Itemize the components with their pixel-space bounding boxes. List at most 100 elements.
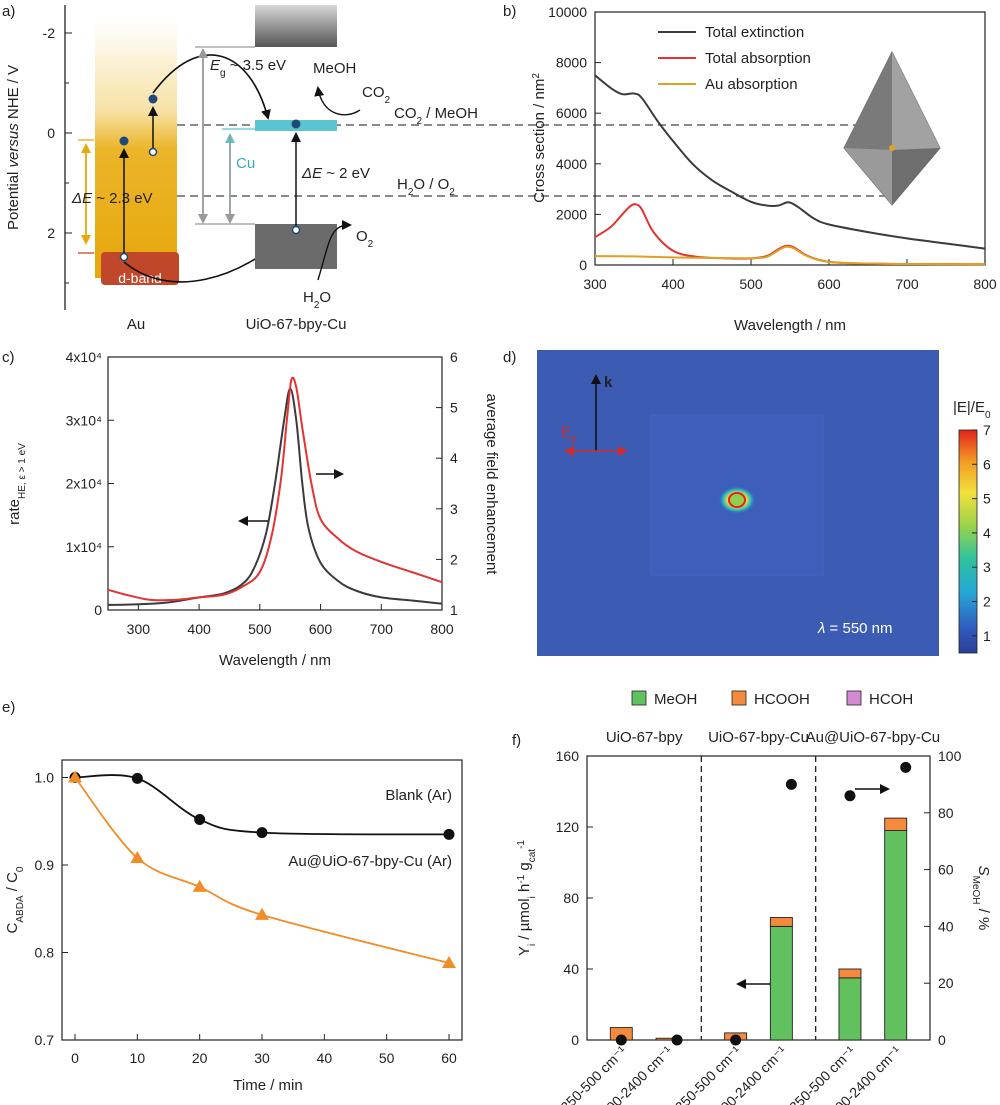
- e0-label: E0: [561, 424, 577, 446]
- panel-f-legend-label: MeOH: [654, 691, 697, 708]
- panel-c-y2tick-label: 3: [450, 501, 458, 517]
- panel-e-ytick-label: 0.8: [35, 945, 55, 961]
- panel-f-y2tick-label: 100: [938, 748, 962, 764]
- co2-to-meoh-arrow: [314, 86, 361, 116]
- o2-label: O2: [356, 228, 374, 250]
- au-octahedron-inset: [843, 50, 941, 206]
- h2o-to-o2-arrow: [317, 220, 352, 281]
- panel-e-ytick-label: 1.0: [35, 770, 55, 786]
- panel-f-bar: [838, 968, 862, 979]
- panel-c-y2tick-label: 6: [450, 349, 458, 365]
- panel-f-y2label: SMeOH / %: [971, 866, 993, 931]
- particle: [728, 492, 746, 508]
- panel-f-legend-swatch: [631, 690, 647, 706]
- au-dband: [101, 252, 179, 285]
- panel-e-point: [443, 828, 455, 840]
- panel-b-series-line: [594, 74, 986, 250]
- mof-cb: [255, 5, 337, 47]
- panel-c-xtick-label: 700: [370, 621, 394, 637]
- panel-label-f: f): [512, 732, 521, 749]
- panel-c-ytick-label: 1x10⁴: [66, 539, 102, 555]
- colorbar-tick-label: 6: [983, 456, 991, 472]
- au-electron: [119, 136, 129, 146]
- panel-b-xlabel: Wavelength / nm: [734, 317, 846, 334]
- panel-e-point: [442, 956, 456, 968]
- mof-hole: [291, 225, 301, 235]
- co2-label: CO2: [362, 84, 391, 106]
- panel-b-chart: 300 400 500 600 700 8000200040006000800010000…: [531, 4, 997, 334]
- panel-f-bar: [884, 817, 908, 832]
- meoh-label: MeOH: [313, 60, 356, 77]
- panel-f-selectivity-point: [844, 790, 856, 802]
- colorbar-tick-label: 5: [983, 491, 991, 507]
- panel-e-xtick-label: 20: [192, 1050, 208, 1066]
- lambda-label: λ = 550 nm: [817, 620, 893, 637]
- colorbar-tick-label: 7: [983, 422, 991, 438]
- panel-f-bar: [838, 977, 862, 1041]
- panel-b-ylabel: Cross section / nm2: [531, 73, 549, 203]
- colorbar-title: |E|/E0: [953, 399, 991, 421]
- panel-b-legend-label: Total absorption: [705, 50, 811, 67]
- panel-e-series-line: [74, 774, 450, 836]
- panel-d-field-map: k E0 λ = 550 nm |E|/E0 7 6 5 4 3 2 1: [537, 350, 991, 656]
- panel-e-point: [131, 772, 143, 784]
- eg-label: Eg ~ 3.5 eV: [210, 57, 286, 79]
- panel-f-y2tick-label: 60: [938, 862, 954, 878]
- colorbar: [958, 429, 978, 654]
- panel-c-xtick-label: 400: [187, 621, 211, 637]
- panel-c-y2label: average field enhancement: [483, 394, 500, 576]
- panel-label-b: b): [503, 3, 516, 20]
- panel-e-ytick-label: 0.7: [35, 1032, 55, 1048]
- panel-c-y2tick-label: 1: [450, 602, 458, 618]
- panel-b-ytick-label: 4000: [556, 156, 587, 172]
- panel-b-ytick-label: 0: [579, 257, 587, 273]
- panel-f-legend-label: HCOOH: [754, 691, 810, 708]
- panel-f-y2tick-label: 20: [938, 975, 954, 991]
- panel-e-ylabel: CABDA / C0: [4, 866, 26, 933]
- panel-f-bar: [769, 917, 793, 927]
- panel-f-selectivity-point: [730, 1034, 742, 1046]
- panel-b-ytick-label: 10000: [548, 4, 587, 20]
- panel-e-chart: 0 10 20 30 40 50 60 0.7 0.8 0.9 1.0 Blank (Ar) Au@Ui…: [4, 759, 463, 1094]
- couple2-label: H2O / O2: [397, 176, 455, 198]
- panel-b-ytick-label: 8000: [556, 55, 587, 71]
- colorbar-tick-label: 2: [983, 594, 991, 610]
- panel-e-xtick-label: 0: [71, 1050, 79, 1066]
- panel-f-ylabel: Yi / µmoli h-1 gcat-1: [516, 840, 538, 956]
- panel-a-ytick: -2: [43, 25, 56, 41]
- panel-c-xlabel: Wavelength / nm: [219, 652, 331, 669]
- colorbar-tick-label: 4: [983, 525, 991, 541]
- panel-e-point: [192, 879, 207, 892]
- panel-c-chart: 300 400 500 600 700 800 0 1x10⁴ 2x10⁴ 3x10⁴ 4x10⁴ 1…: [6, 349, 500, 669]
- panel-e-point: [256, 827, 268, 839]
- k-vector-label: k: [604, 374, 613, 391]
- au-hole: [119, 252, 129, 262]
- panel-c-ytick-label: 2x10⁴: [66, 476, 102, 492]
- electron-transfer-arrow: [152, 54, 271, 120]
- panel-f-bar: [884, 830, 908, 1041]
- panel-c-ytick-label: 3x10⁴: [66, 412, 102, 428]
- panel-c-y2tick-label: 4: [450, 450, 458, 466]
- panel-f-group-title: UiO-67-bpy: [606, 729, 683, 746]
- panel-b-xtick-label: 300: [583, 276, 607, 292]
- panel-b-ytick-label: 6000: [556, 105, 587, 121]
- panel-f-y2tick-label: 0: [938, 1032, 946, 1048]
- panel-e-series-line: [74, 776, 450, 964]
- panel-c-xtick-label: 600: [309, 621, 333, 637]
- mof-label: UiO-67-bpy-Cu: [246, 316, 347, 333]
- panel-f-group-title: UiO-67-bpy-Cu: [708, 729, 809, 746]
- panel-f-selectivity-point: [615, 1034, 627, 1046]
- panel-c-ylabel: rateHE, ε > 1 eV: [6, 443, 28, 525]
- panel-label-e: e): [2, 699, 15, 716]
- panel-a-ylabel: Potential versus NHE / V: [5, 65, 22, 230]
- panel-e-xtick-label: 40: [317, 1050, 333, 1066]
- panel-f-ytick-label: 40: [563, 961, 579, 977]
- panel-c-series-line: [107, 387, 443, 606]
- panel-f-ytick-label: 0: [571, 1032, 579, 1048]
- panel-b-xtick-label: 800: [973, 276, 997, 292]
- panel-f-bar: [769, 925, 793, 1041]
- colorbar-tick-label: 3: [983, 559, 991, 575]
- panel-e-series-label: Blank (Ar): [385, 787, 452, 804]
- panel-label-d: d): [503, 349, 516, 366]
